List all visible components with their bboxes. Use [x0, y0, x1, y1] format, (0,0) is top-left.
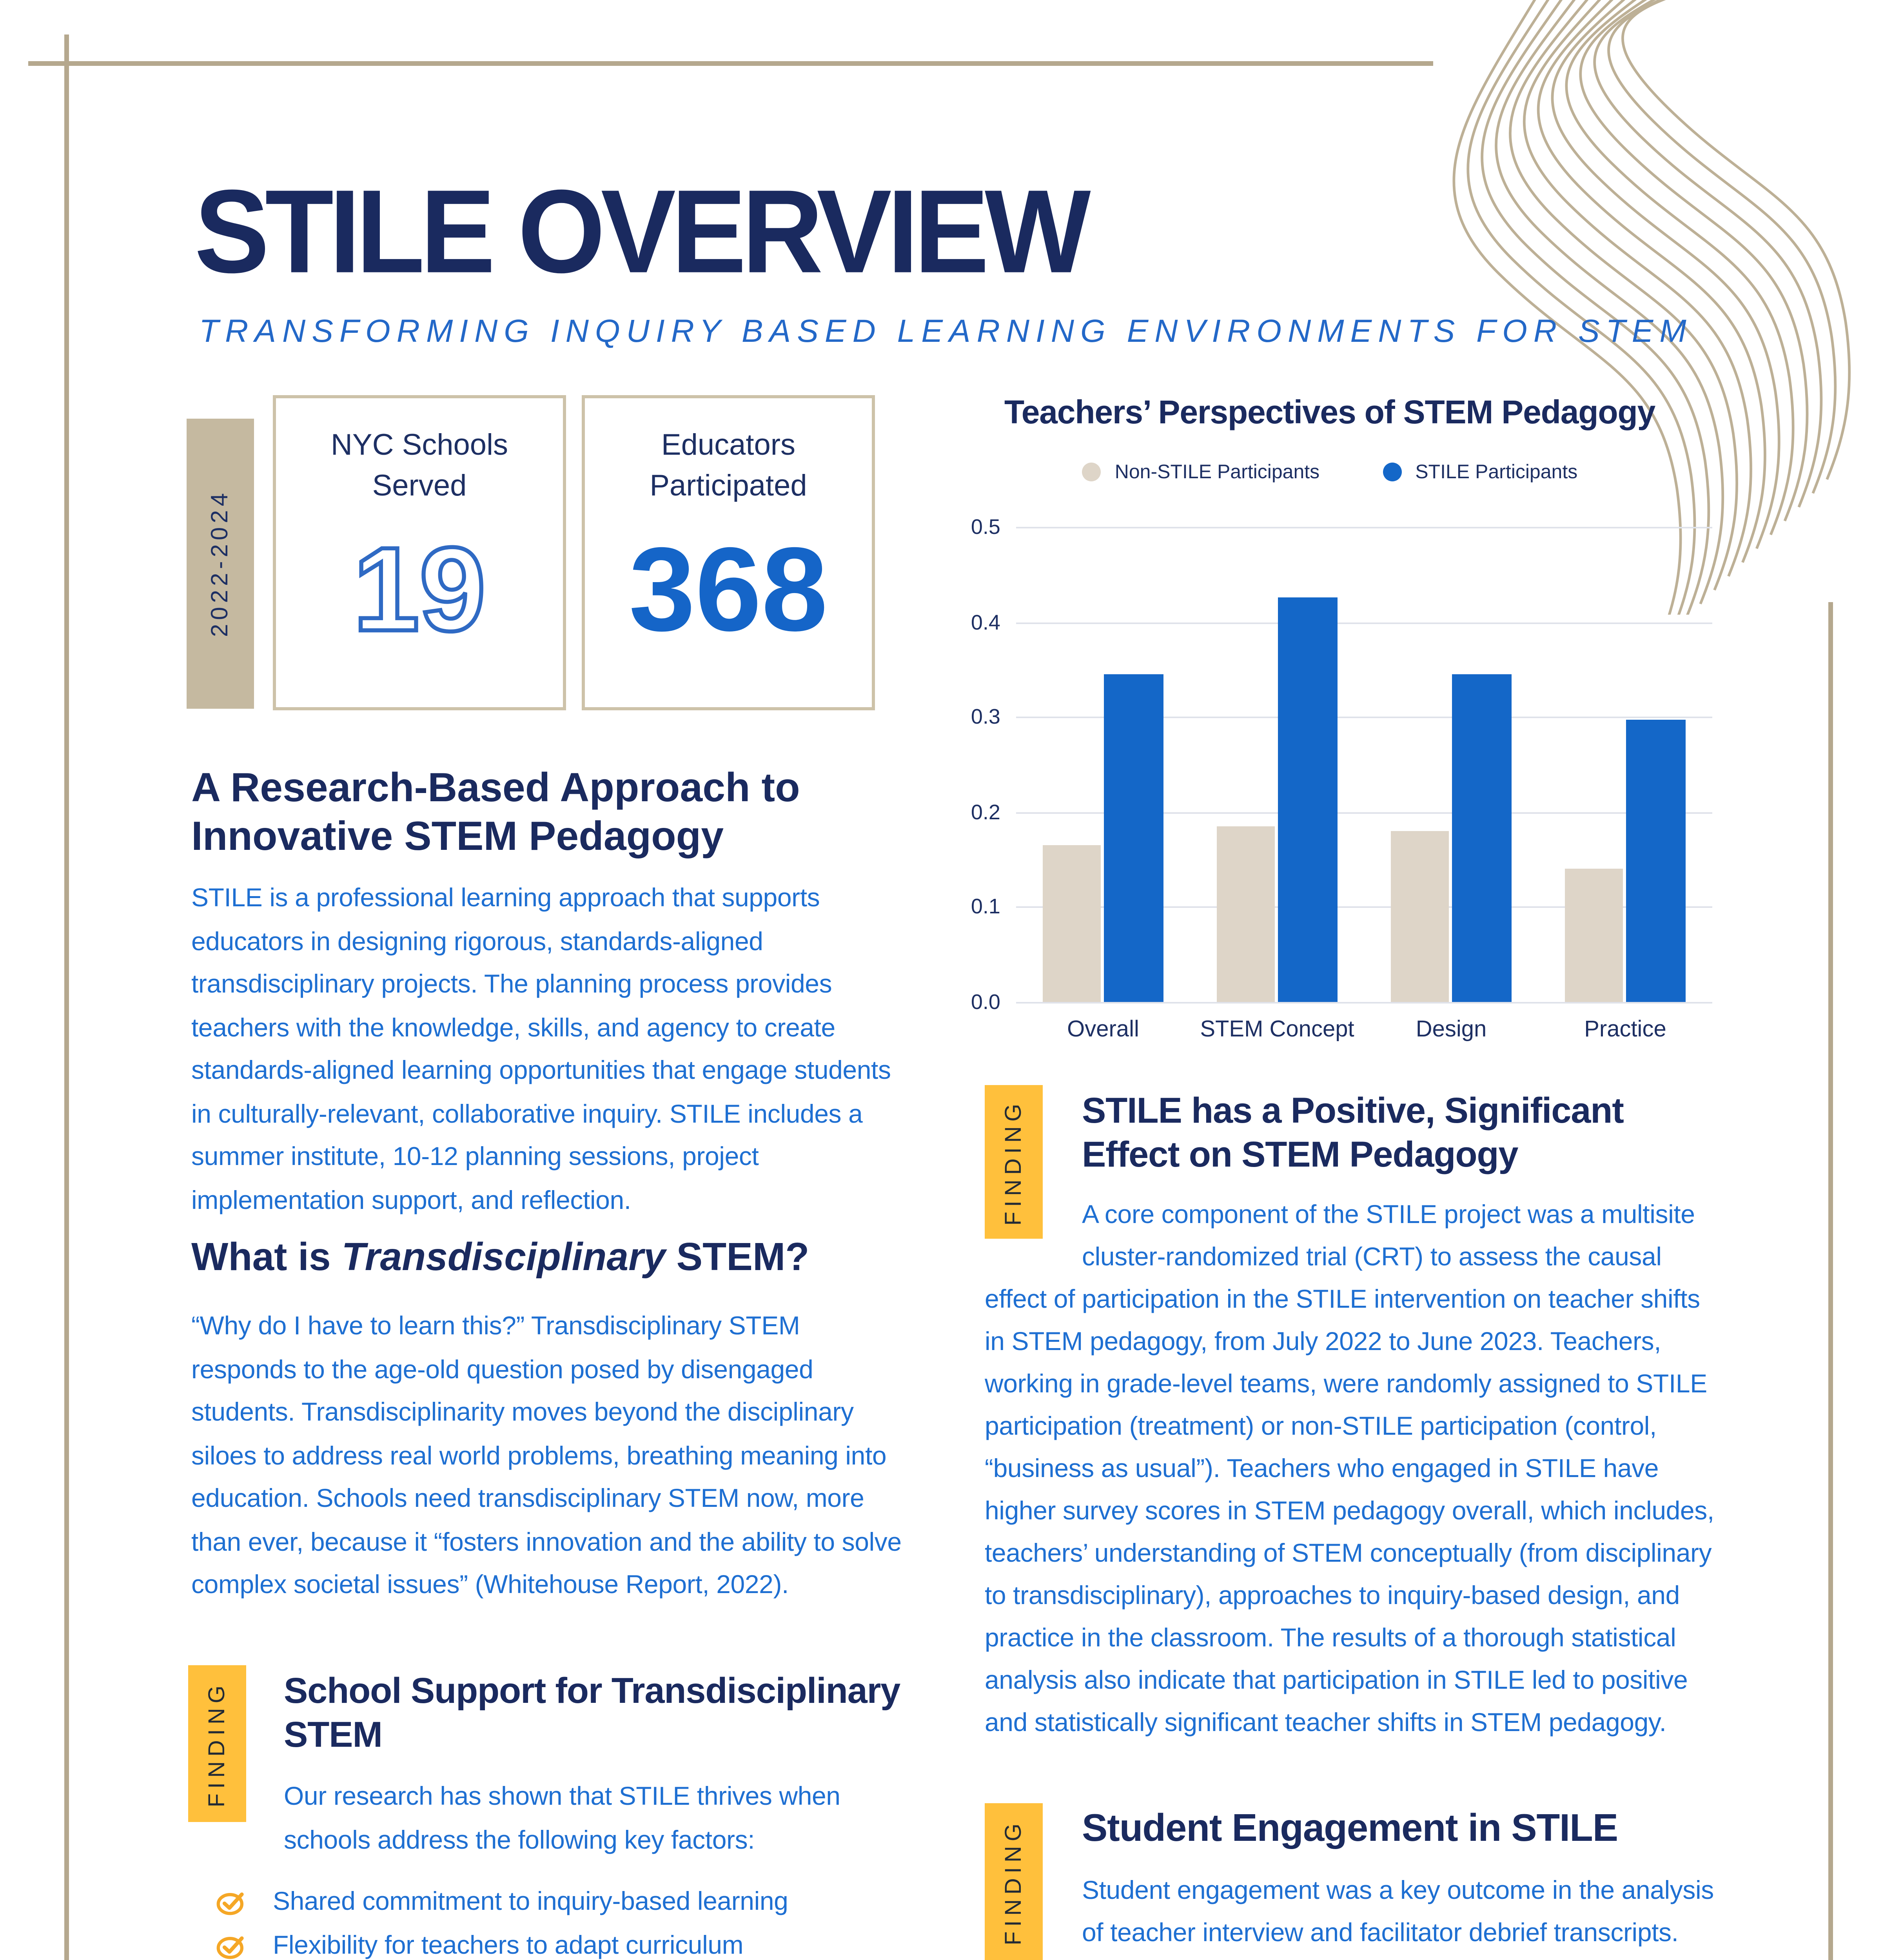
- chart-legend: Non-STILE Participants STILE Participants: [938, 461, 1722, 483]
- effect-body: A core component of the STILE project wa…: [985, 1201, 1714, 1738]
- decorative-wave-top-right: [1424, 0, 1893, 615]
- school-support-intro: Our research has shown that STILE thrive…: [284, 1783, 840, 1855]
- years-tab: 2022-2024: [187, 419, 254, 709]
- wave-line: [1565, 0, 1795, 535]
- bar-stile: [1626, 720, 1686, 1002]
- frame-line-right: [1828, 602, 1832, 1960]
- finding-tag: FINDING: [985, 1803, 1043, 1960]
- wave-line: [1495, 0, 1724, 604]
- years-label: 2022-2024: [207, 490, 234, 638]
- y-axis-tick-label: 0.5: [971, 515, 1000, 539]
- wave-line: [1593, 0, 1823, 508]
- page-title: STILE OVERVIEW: [194, 165, 1091, 298]
- school-support-heading: School Support for Transdisciplinary STE…: [284, 1670, 900, 1755]
- stat-value-educators: 368: [629, 524, 828, 658]
- finding-engagement: FINDING Student Engagement in STILE Stud…: [985, 1803, 1719, 1960]
- finding-tag-label: FINDING: [1001, 1098, 1026, 1225]
- gridline: [1016, 1002, 1712, 1004]
- transdisciplinary-heading: What is Transdisciplinary STEM?: [191, 1236, 928, 1281]
- bar-stile: [1452, 674, 1512, 1002]
- chart-plot: 0.5 0.4 0.3 0.2 0.1 0.0 Overall STEM Concept Des…: [971, 515, 1712, 1043]
- transdisciplinary-heading-post: STEM?: [665, 1236, 809, 1279]
- bar-non-stile: [1565, 869, 1623, 1002]
- y-axis-tick-label: 0.1: [971, 895, 1000, 919]
- page-subtitle: TRANSFORMING INQUIRY BASED LEARNING ENVI…: [199, 314, 1693, 350]
- wave-line: [1523, 0, 1752, 577]
- y-axis-tick-label: 0.3: [971, 705, 1000, 729]
- finding-tag-label: FINDING: [1001, 1818, 1026, 1945]
- bar-non-stile: [1217, 826, 1275, 1002]
- legend-item: Non-STILE Participants: [1082, 461, 1319, 483]
- x-axis-category-label: Overall: [1067, 1018, 1139, 1043]
- engagement-body-pre: Student engagement was a key outcome in …: [1082, 1877, 1714, 1947]
- engagement-heading: Student Engagement in STILE: [1082, 1808, 1618, 1850]
- y-axis-tick-label: 0.2: [971, 800, 1000, 824]
- y-axis-tick-label: 0.0: [971, 990, 1000, 1014]
- key-factors-list: Shared commitment to inquiry-based learn…: [216, 1882, 800, 1960]
- bar-stile: [1104, 674, 1163, 1002]
- x-axis-category-label: Practice: [1584, 1018, 1666, 1043]
- transdisciplinary-heading-italic: Transdisciplinary: [341, 1236, 666, 1279]
- list-item: Flexibility for teachers to adapt curric…: [216, 1925, 800, 1960]
- finding-school-support: FINDING School Support for Transdiscipli…: [188, 1665, 913, 1863]
- gridline: [1016, 622, 1712, 624]
- list-item: Shared commitment to inquiry-based learn…: [216, 1882, 800, 1925]
- legend-dot-icon: [1082, 463, 1101, 481]
- frame-line-left: [64, 34, 68, 1960]
- wave-line: [1537, 0, 1766, 563]
- list-item-label: Shared commitment to inquiry-based learn…: [273, 1888, 788, 1917]
- list-item-label: Flexibility for teachers to adapt curric…: [273, 1931, 744, 1960]
- wave-line: [1466, 0, 1696, 615]
- wave-line: [1607, 0, 1837, 494]
- bar-stile: [1278, 598, 1338, 1002]
- legend-label: STILE Participants: [1415, 461, 1578, 483]
- gridline: [1016, 907, 1712, 909]
- check-icon: [216, 1893, 244, 1916]
- check-icon: [216, 1936, 244, 1959]
- x-axis-category-label: Design: [1416, 1018, 1487, 1043]
- frame-line-top: [28, 61, 1433, 65]
- finding-tag-label: FINDING: [205, 1680, 230, 1807]
- wave-line: [1621, 0, 1851, 480]
- legend-item: STILE Participants: [1382, 461, 1577, 483]
- transdisciplinary-heading-pre: What is: [191, 1236, 342, 1279]
- legend-label: Non-STILE Participants: [1114, 461, 1320, 483]
- transdisciplinary-body: “Why do I have to learn this?” Transdisc…: [191, 1312, 902, 1599]
- bar-non-stile: [1043, 845, 1101, 1002]
- wave-line: [1508, 0, 1739, 591]
- gridline: [1016, 527, 1712, 528]
- legend-dot-icon: [1382, 463, 1401, 481]
- gridline: [1016, 812, 1712, 814]
- finding-effect: FINDING STILE has a Positive, Significan…: [985, 1085, 1719, 1745]
- finding-tag: FINDING: [985, 1085, 1043, 1239]
- stat-value-schools: 19: [351, 522, 488, 659]
- x-axis-category-label: STEM Concept: [1200, 1018, 1354, 1043]
- y-axis-tick-label: 0.4: [971, 610, 1000, 634]
- stat-label-schools: NYC Schools Served: [331, 430, 508, 503]
- wave-line: [1452, 0, 1682, 615]
- effect-heading: STILE has a Positive, Significant Effect…: [1082, 1090, 1624, 1175]
- research-body: STILE is a professional learning approac…: [191, 884, 891, 1214]
- wave-line: [1551, 0, 1780, 549]
- chart-title: Teachers’ Perspectives of STEM Pedagogy: [1004, 395, 1656, 431]
- stat-card-educators: Educators Participated 368: [582, 395, 875, 710]
- research-heading: A Research-Based Approach to Innovative …: [191, 764, 800, 860]
- stat-label-educators: Educators Participated: [650, 430, 807, 503]
- finding-tag: FINDING: [188, 1665, 246, 1822]
- gridline: [1016, 717, 1712, 719]
- engagement-body: Student engagement was a key outcome in …: [985, 1871, 1719, 1960]
- bar-non-stile: [1391, 831, 1449, 1002]
- wave-line: [1579, 0, 1809, 522]
- chart-container: Teachers’ Perspectives of STEM Pedagogy …: [938, 395, 1722, 1069]
- stat-card-schools: NYC Schools Served 19: [273, 395, 566, 710]
- wave-line: [1481, 0, 1710, 615]
